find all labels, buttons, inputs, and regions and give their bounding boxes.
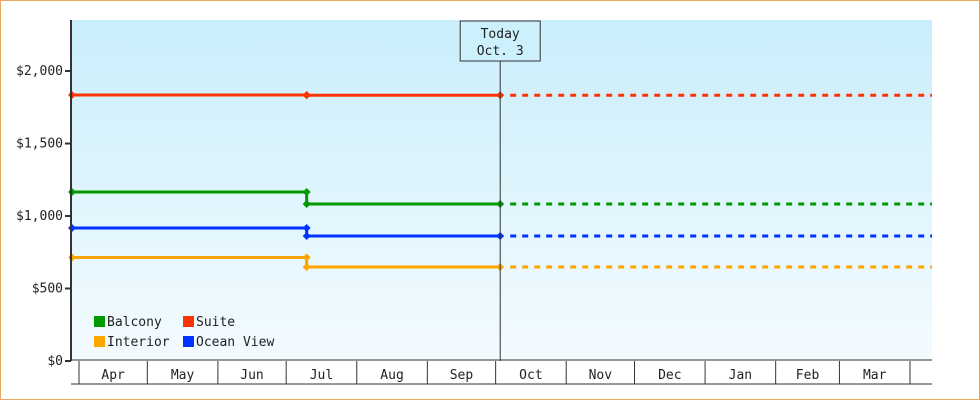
x-tick-label: Nov	[589, 368, 613, 383]
data-point	[302, 91, 311, 100]
legend-swatch	[183, 316, 194, 327]
data-point	[302, 232, 311, 241]
x-tick-label: Sep	[450, 368, 474, 383]
series-line-balcony	[72, 190, 501, 206]
legend-swatch	[183, 336, 194, 347]
data-point	[302, 263, 311, 272]
x-tick-label: Dec	[658, 368, 681, 383]
x-tick-label: Jun	[240, 368, 263, 383]
y-tick-label: $0	[47, 354, 63, 369]
x-tick-label: Feb	[796, 368, 820, 383]
data-point	[302, 253, 311, 262]
legend-label: Suite	[196, 315, 235, 330]
legend-label: Balcony	[107, 315, 162, 330]
x-tick-label: Apr	[101, 368, 125, 383]
today-box	[459, 20, 541, 62]
x-tick-label: Jan	[729, 368, 752, 383]
x-tick-label: Oct	[519, 368, 542, 383]
legend-label: Interior	[107, 335, 170, 350]
y-tick-label: $500	[32, 282, 63, 297]
legend-swatch	[94, 316, 105, 327]
y-tick-label: $1,000	[16, 209, 63, 224]
data-point	[302, 199, 311, 208]
data-point	[302, 224, 311, 233]
y-tick-label: $1,500	[16, 137, 63, 152]
series-line-interior	[72, 255, 501, 269]
today-date: Oct. 3	[477, 44, 524, 59]
x-tick-label: Jul	[310, 368, 333, 383]
y-tick-label: $2,000	[16, 64, 63, 79]
legend-label: Ocean View	[196, 335, 274, 350]
legend-swatch	[94, 336, 105, 347]
data-point	[302, 187, 311, 196]
x-tick-label: May	[171, 368, 195, 383]
today-label: Today	[481, 27, 520, 42]
x-tick-label: Aug	[380, 368, 403, 383]
x-tick-label: Mar	[863, 368, 887, 383]
